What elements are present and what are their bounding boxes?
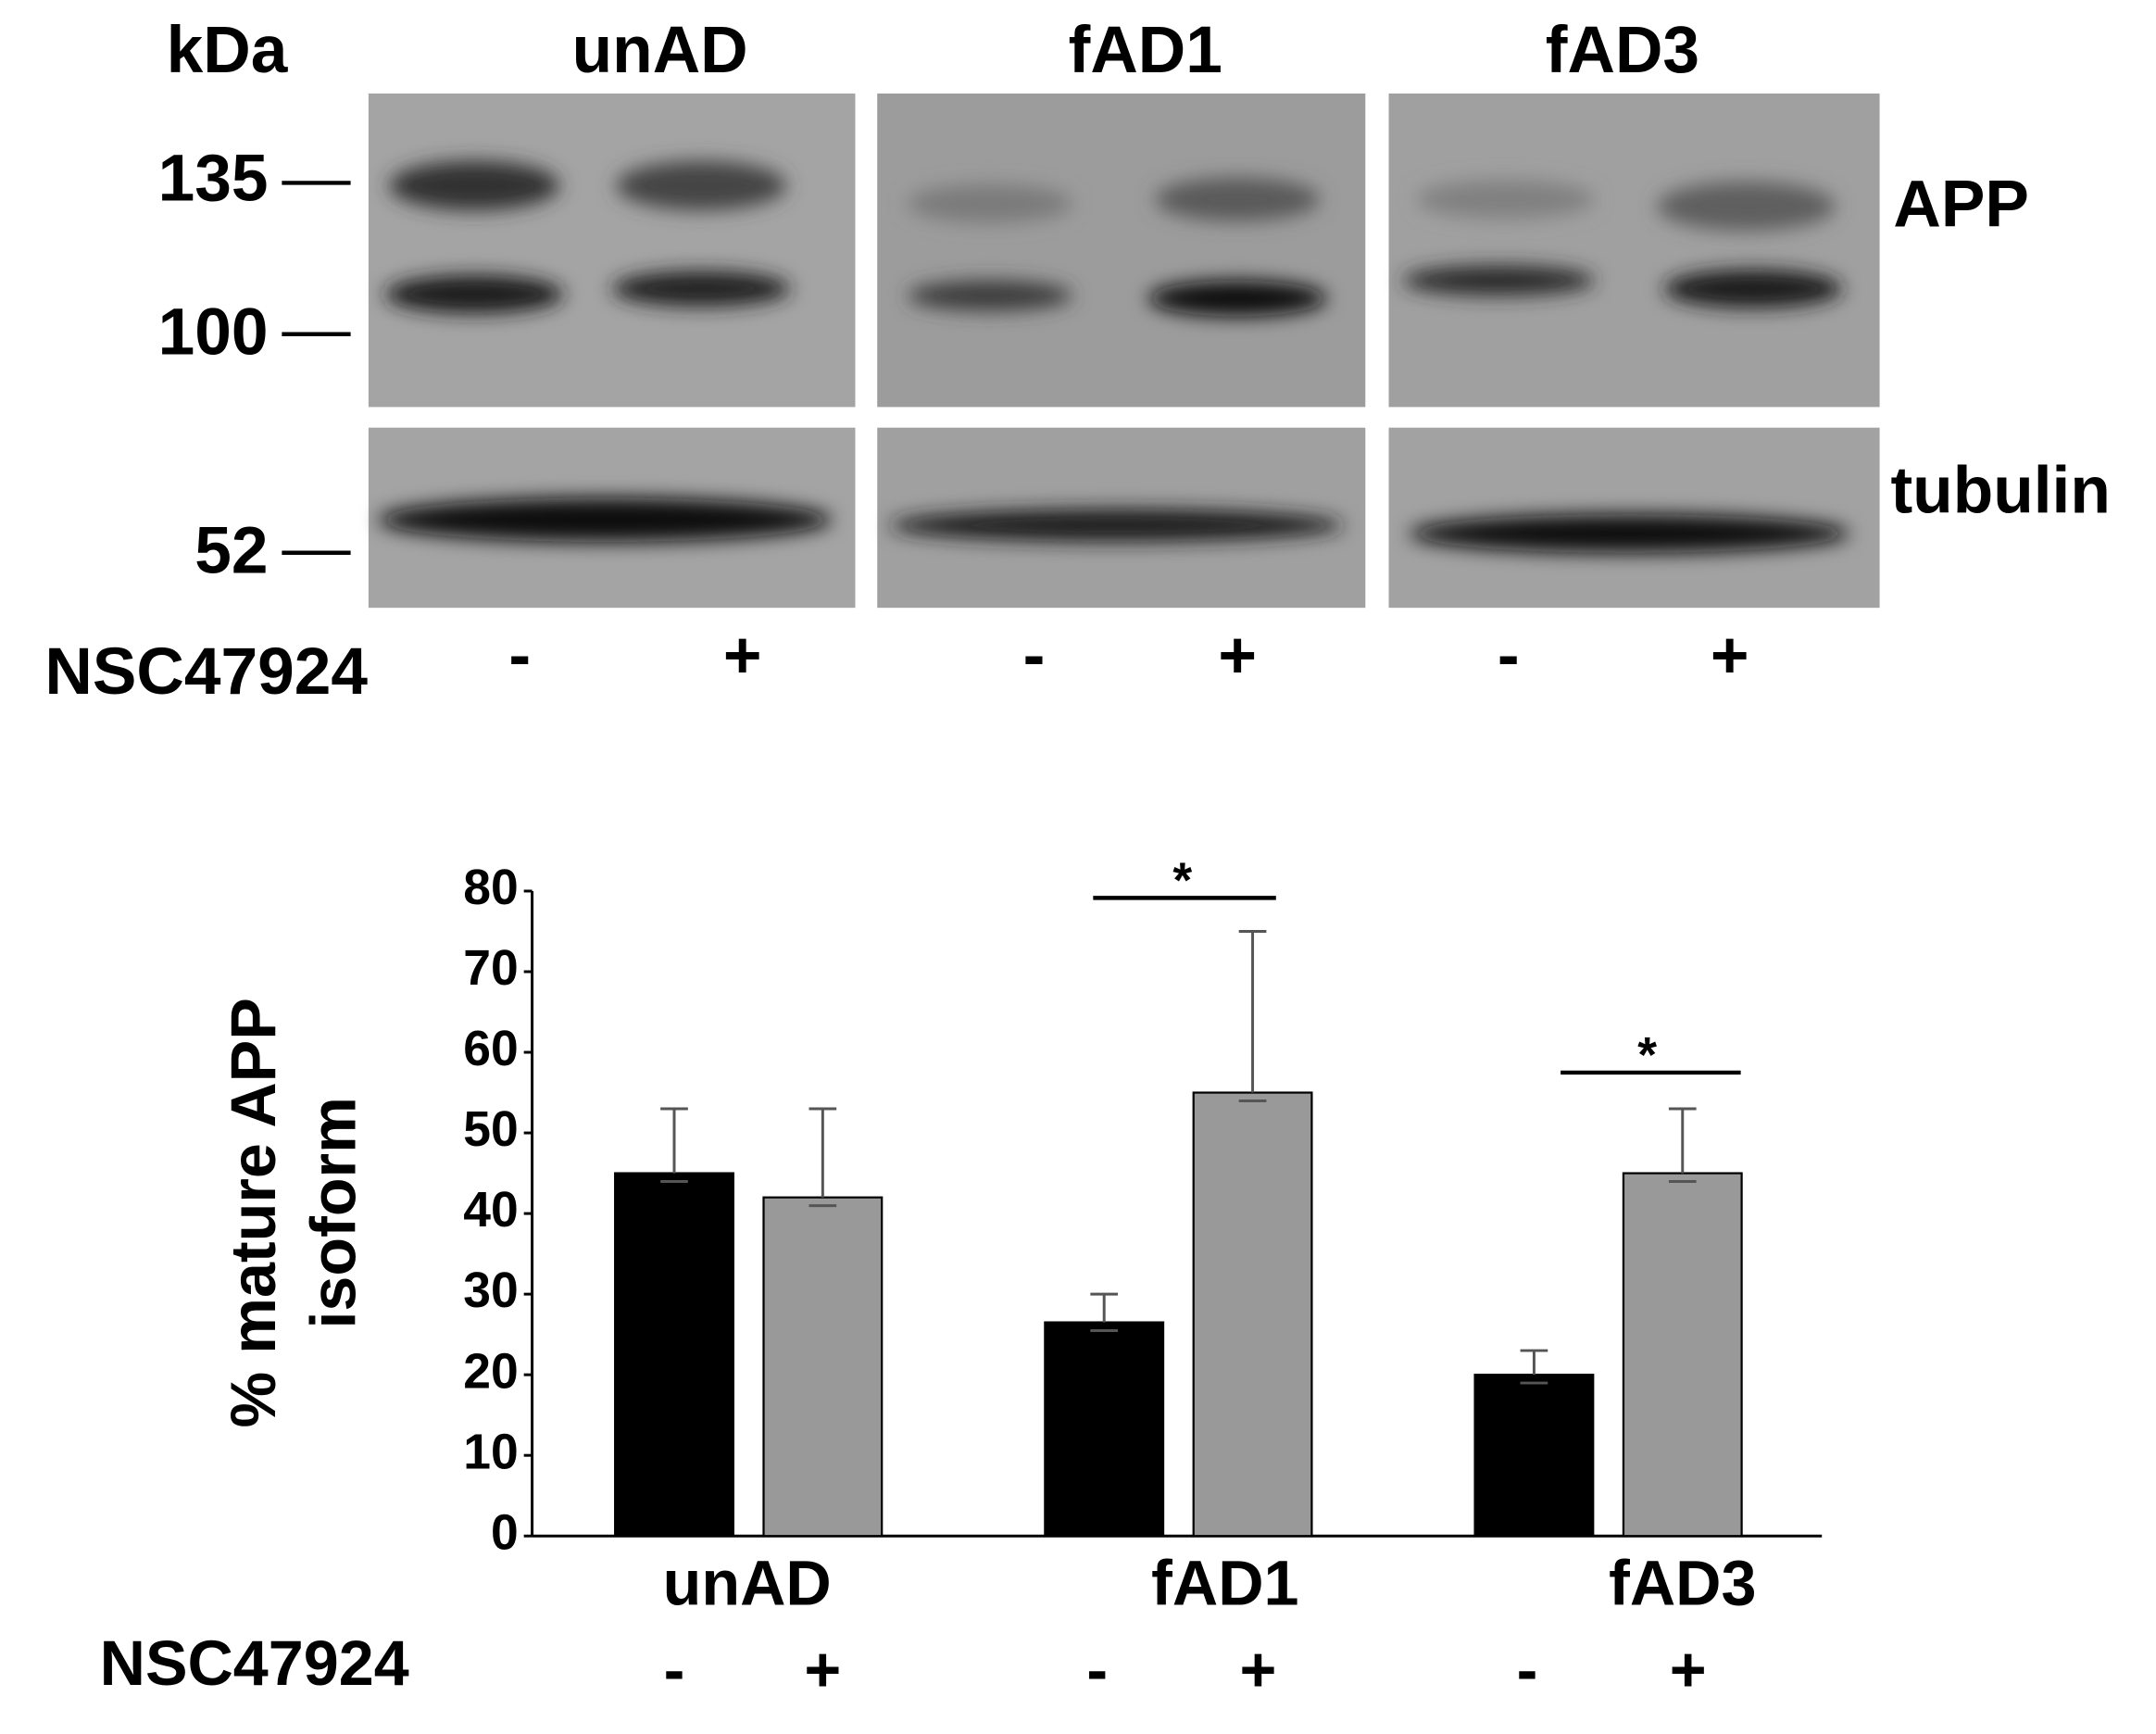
band (611, 270, 791, 308)
bar (1473, 1374, 1595, 1538)
band (1409, 514, 1849, 553)
band-label: tubulin (1890, 453, 2110, 527)
treatment-sign: + (723, 618, 762, 692)
band (1657, 181, 1836, 232)
significance-label: * (1637, 1028, 1657, 1083)
treatment-sign: - (1517, 1635, 1538, 1705)
y-tick-label: 20 (463, 1344, 518, 1399)
y-axis-label: % mature APP (219, 998, 289, 1427)
bar-chart: % mature APP isoform NSC47924 * * 0 10 20 3… (100, 854, 1823, 1705)
error-bar (1520, 1349, 1548, 1385)
band (1147, 280, 1327, 317)
treatment-sign: + (1670, 1635, 1707, 1705)
y-axis-label: isoform (298, 1097, 369, 1328)
bar (1192, 1091, 1313, 1538)
band-label: APP (1893, 167, 2029, 241)
blot-panel (877, 93, 1366, 408)
x-tick-label: fAD3 (1609, 1549, 1756, 1619)
y-tick-label: 70 (463, 941, 518, 996)
treatment-sign: - (1086, 1635, 1108, 1705)
band (1155, 177, 1321, 222)
x-tick-label: fAD1 (1151, 1549, 1298, 1619)
treatment-sign: - (508, 618, 531, 692)
band (889, 509, 1344, 542)
band (616, 160, 787, 211)
x-tick-label: unAD (663, 1549, 832, 1619)
band (907, 280, 1073, 311)
bar (762, 1196, 884, 1538)
y-tick-label: 0 (491, 1505, 519, 1560)
treatment-label: NSC47924 (100, 1628, 409, 1699)
group-label: unAD (572, 13, 748, 87)
y-tick-label: 10 (463, 1425, 518, 1479)
treatment-sign: - (1023, 618, 1046, 692)
band (389, 160, 560, 211)
blot-panel (1388, 93, 1880, 408)
band (378, 497, 833, 542)
error-bar (808, 1107, 837, 1208)
y-tick-label: 50 (463, 1102, 518, 1157)
group-label: fAD1 (1069, 13, 1222, 87)
treatment-sign: + (1711, 618, 1749, 692)
treatment-sign: - (1498, 618, 1520, 692)
marker-label: 135 (158, 141, 269, 215)
y-tick-label: 30 (463, 1263, 518, 1318)
error-bar (1090, 1292, 1119, 1332)
bar (614, 1172, 734, 1538)
kda-label: kDa (167, 13, 289, 87)
treatment-sign: - (664, 1635, 685, 1705)
band (1402, 265, 1596, 296)
band (1416, 180, 1596, 220)
y-tick-label: 60 (463, 1022, 518, 1076)
treatment-label: NSC47924 (44, 635, 368, 709)
treatment-sign: + (1240, 1635, 1277, 1705)
treatment-sign: + (804, 1635, 841, 1705)
bands (378, 160, 1849, 553)
group-label: fAD3 (1546, 13, 1699, 87)
blot-panel (368, 93, 856, 408)
blot: kDa unAD fAD1 fAD3 135 100 52 APP tubuli… (44, 13, 2110, 709)
error-bar (1238, 930, 1267, 1102)
band (1663, 269, 1843, 308)
bar (1622, 1172, 1743, 1538)
y-tick-label: 80 (463, 861, 518, 915)
significance-label: * (1172, 854, 1192, 909)
band (907, 183, 1073, 223)
error-bar (1668, 1107, 1697, 1183)
y-tick-label: 40 (463, 1183, 518, 1238)
band (384, 274, 564, 314)
marker-label: 100 (158, 295, 269, 370)
error-bar (660, 1107, 688, 1183)
marker-label: 52 (194, 514, 268, 588)
bar (1044, 1321, 1165, 1538)
treatment-sign: + (1218, 618, 1257, 692)
